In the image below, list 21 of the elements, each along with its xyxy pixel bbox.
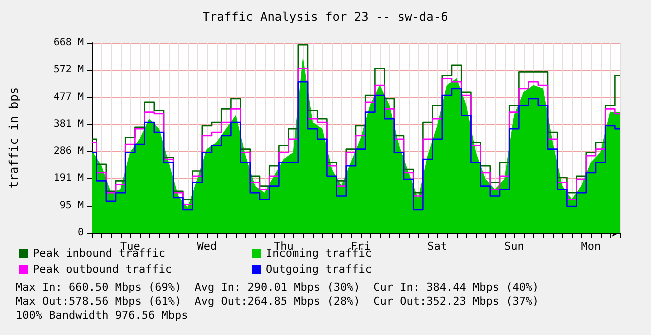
- y-tick-label: 477 M: [54, 92, 84, 103]
- legend-label: Incoming traffic: [266, 247, 372, 260]
- x-tick-label: Sun: [504, 240, 524, 253]
- y-tick-label: 572 M: [54, 64, 84, 76]
- y-tick-label: 381 M: [54, 118, 84, 130]
- y-tick-label: 286 M: [54, 146, 84, 158]
- y-axis-title: traffic in bps: [7, 87, 21, 189]
- legend-label: Peak outbound traffic: [33, 263, 172, 276]
- x-tick-label: Sat: [428, 240, 448, 253]
- text: Max In: 660.50 Mbps (69%) Avg In: 290.01 Mbps (30%) Cur In: 384.44 Mbps (40%): [16, 281, 540, 294]
- legend-label: Outgoing traffic: [266, 263, 372, 276]
- y-tick-label: 95 M: [60, 200, 84, 212]
- y-tick-label: 668 M: [54, 38, 84, 48]
- text: 100% Bandwidth 976.56 Mbps: [16, 309, 188, 322]
- x-tick-label: Mon: [581, 240, 602, 253]
- chart-title: Traffic Analysis for 23 -- sw-da-6: [202, 10, 448, 24]
- text: Max Out:578.56 Mbps (61%) Avg Out:264.85 Mbps (28%) Cur Out:352.23 Mbps (37%): [16, 295, 540, 308]
- x-tick-label: Wed: [197, 240, 218, 253]
- y-tick-label: 0: [78, 228, 84, 238]
- legend-label: Peak inbound traffic: [33, 247, 166, 260]
- y-tick-label: 191 M: [54, 173, 84, 184]
